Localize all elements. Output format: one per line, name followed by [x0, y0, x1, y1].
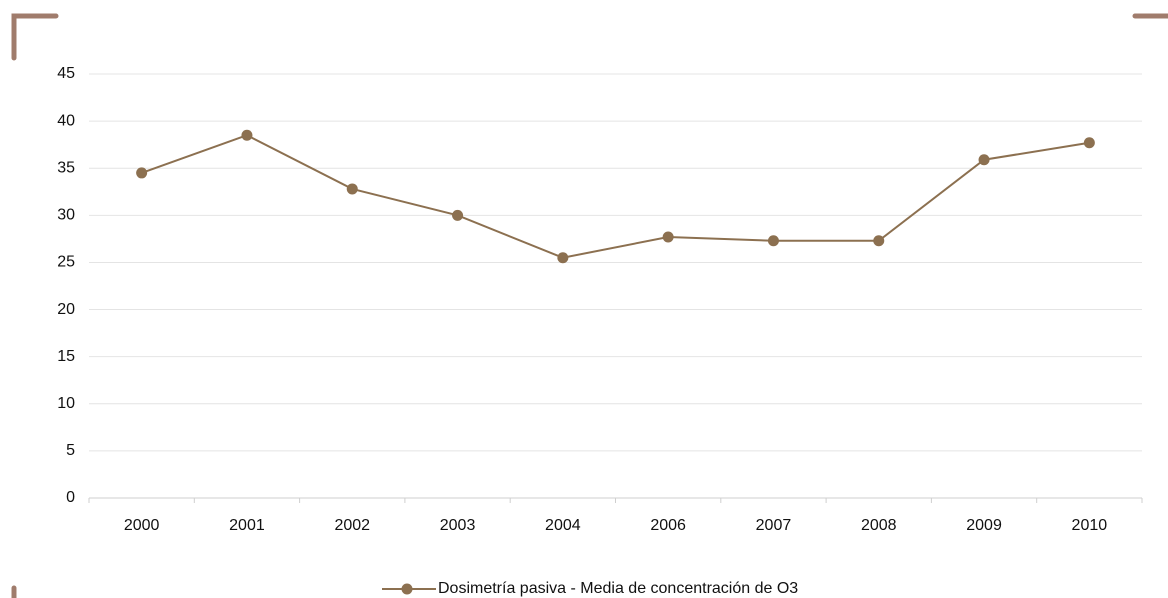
y-tick-label: 0: [66, 489, 75, 506]
data-point: [346, 183, 358, 195]
legend-marker: [401, 583, 413, 595]
series-line: [141, 134, 1090, 259]
y-tick-label: 35: [57, 159, 75, 176]
y-tick-label: 45: [57, 65, 75, 82]
data-point: [767, 235, 779, 247]
data-point: [1083, 137, 1095, 149]
y-tick-label: 5: [66, 442, 75, 459]
x-tick-label: 2002: [334, 517, 370, 534]
data-point: [978, 154, 990, 166]
y-tick-label: 25: [57, 254, 75, 271]
x-tick-label: 2006: [650, 517, 686, 534]
data-point: [662, 231, 674, 243]
data-point: [241, 129, 253, 141]
data-point: [452, 209, 464, 221]
x-tick-label: 2010: [1072, 517, 1108, 534]
x-tick-label: 2003: [440, 517, 476, 534]
corner-decoration: [11, 13, 59, 61]
legend-label: Dosimetría pasiva - Media de concentraci…: [438, 580, 798, 597]
x-tick-label: 2001: [229, 517, 265, 534]
data-point: [557, 252, 569, 264]
y-tick-label: 40: [57, 112, 75, 129]
x-tick-label: 2004: [545, 517, 581, 534]
data-point: [136, 167, 148, 179]
y-tick-label: 10: [57, 395, 75, 412]
x-tick-label: 2008: [861, 517, 897, 534]
y-tick-label: 20: [57, 301, 75, 318]
y-tick-label: 30: [57, 207, 75, 224]
x-tick-label: 2009: [966, 517, 1002, 534]
x-tick-label: 2007: [756, 517, 792, 534]
x-tick-label: 2000: [124, 517, 160, 534]
data-point: [873, 235, 885, 247]
y-tick-label: 15: [57, 348, 75, 365]
